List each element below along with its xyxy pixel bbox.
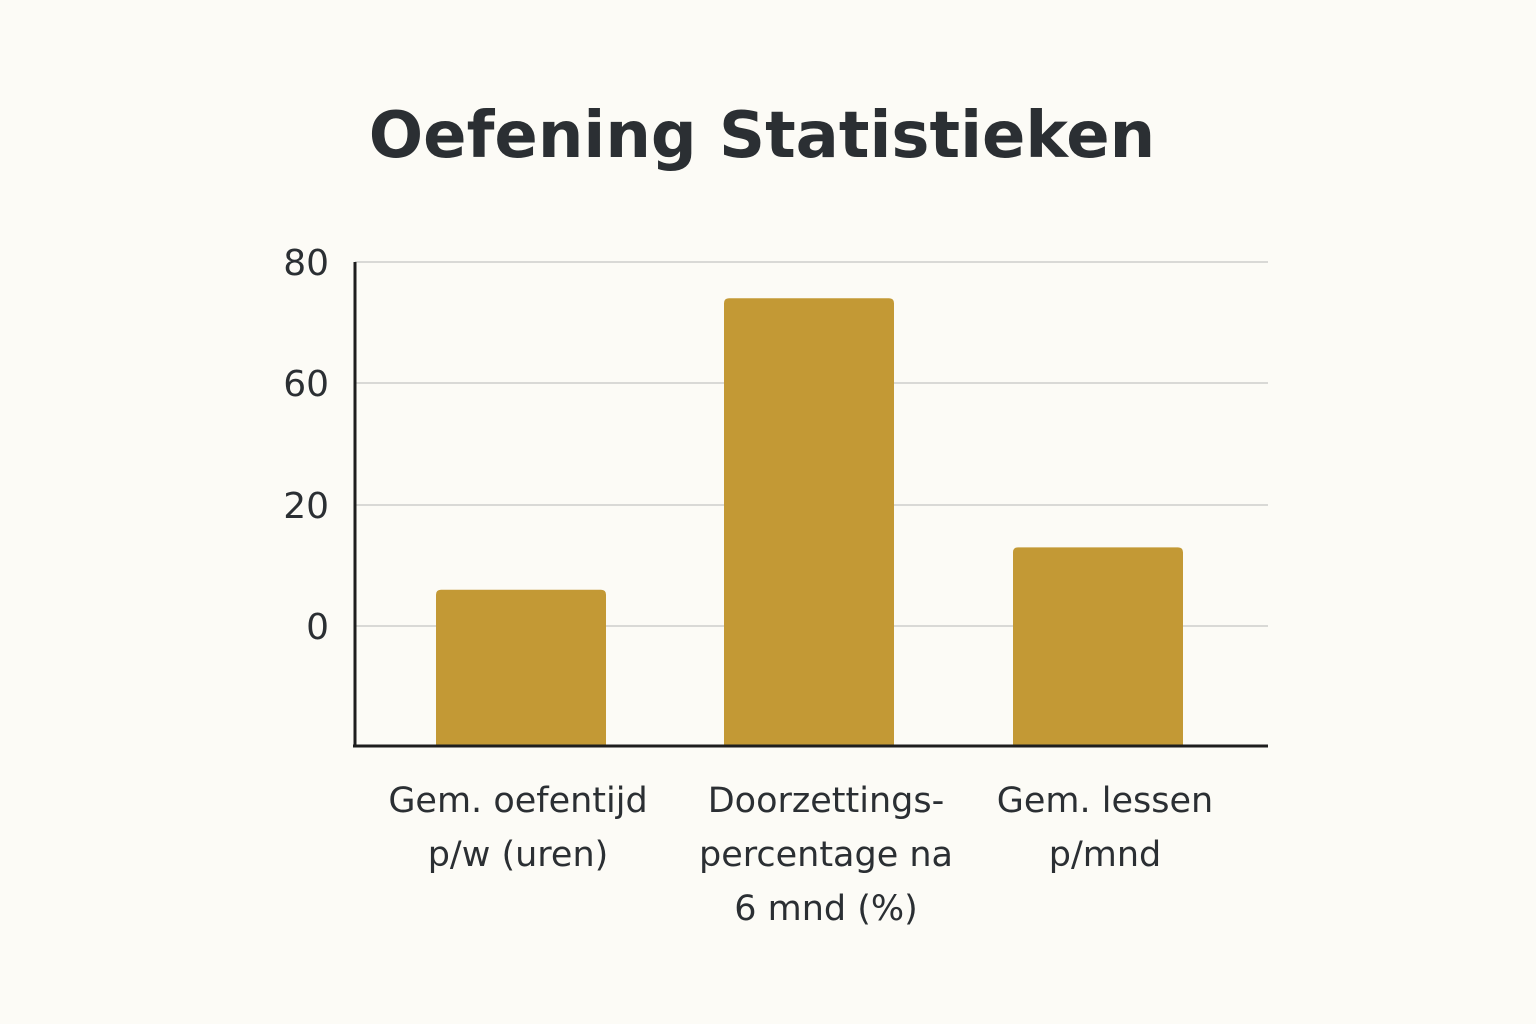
bar [1013, 547, 1183, 746]
y-tick-label: 60 [283, 364, 329, 405]
y-tick-label: 80 [283, 243, 329, 284]
bar [436, 589, 606, 746]
x-category-label-line: p/mnd [1049, 835, 1162, 875]
x-category-label-line: percentage na [699, 835, 953, 875]
chart-title: Oefening Statistieken [369, 99, 1155, 173]
bar [724, 298, 894, 746]
x-category-label-line: Gem. oefentijd [388, 781, 647, 821]
y-axis-ticks: 0 20 60 80 [283, 243, 329, 648]
x-category-label: Gem. lessen p/mnd [997, 781, 1213, 875]
y-tick-label: 20 [283, 486, 329, 527]
bars [436, 298, 1183, 746]
y-tick-label: 0 [306, 607, 329, 648]
x-category-label-line: Doorzettings- [708, 781, 945, 821]
x-category-label-line: Gem. lessen [997, 781, 1213, 821]
x-axis-categories: Gem. oefentijd p/w (uren) Doorzettings-per… [388, 781, 1213, 929]
x-category-label-line: 6 mnd (%) [734, 889, 918, 929]
x-category-label: Doorzettings-percentage na 6 mnd (%) [699, 781, 953, 929]
x-category-label: Gem. oefentijd p/w (uren) [388, 781, 647, 875]
axes [353, 262, 1268, 748]
x-category-label-line: p/w (uren) [428, 835, 609, 875]
